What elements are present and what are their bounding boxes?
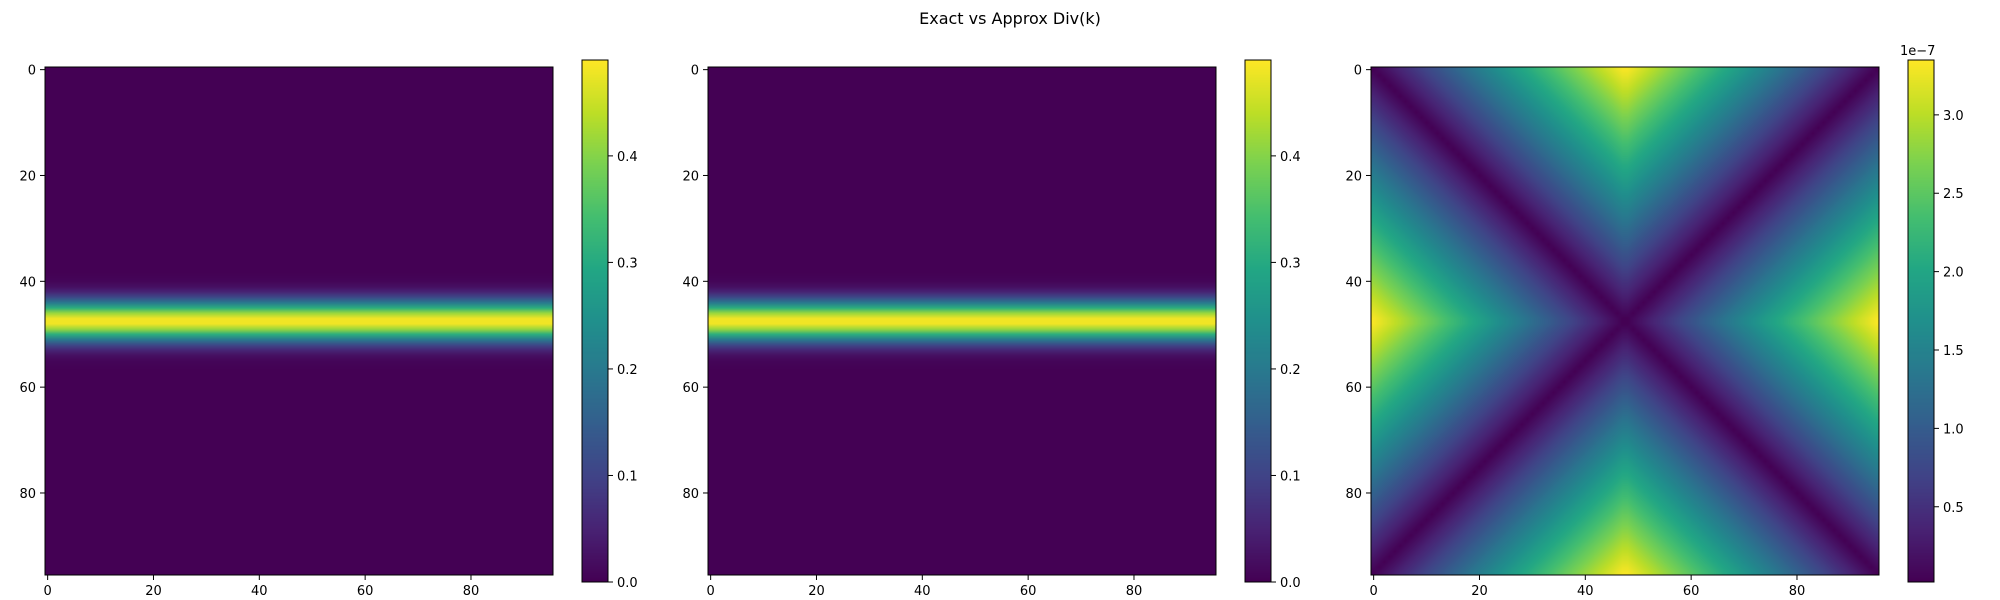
y-tick-label: 80	[682, 487, 699, 502]
axes-frame	[44, 66, 554, 576]
heatmap-image	[45, 67, 553, 575]
x-tick-label: 0	[707, 584, 715, 599]
x-tick-label: 20	[145, 584, 162, 599]
heatmap-panel-approx: 0 20 40 60 80 0 20 40 60 80 0.0 0.1 0.2 0.3 0.4	[682, 59, 1301, 599]
colorbar-offset-label: 1e−7	[1900, 44, 1935, 59]
x-tick-label: 40	[1577, 584, 1594, 599]
x-tick-label: 40	[251, 584, 268, 599]
x-tick-label: 80	[1126, 584, 1143, 599]
heatmap-panel-difference: 0 20 40 60 80 0 20 40 60 80 0.5 1.0 1.5 2.0 2.5 3.0 1e−7	[1345, 44, 1963, 599]
x-tick-label: 80	[463, 584, 480, 599]
y-tick-label: 20	[19, 169, 36, 184]
colorbar-tick-label: 1.0	[1943, 422, 1964, 437]
y-tick-label: 20	[1345, 169, 1362, 184]
colorbar-tick-label: 0.2	[1280, 363, 1301, 378]
colorbar-tick-label: 2.5	[1943, 187, 1964, 202]
x-tick-label: 80	[1789, 584, 1806, 599]
y-tick-label: 80	[1345, 487, 1362, 502]
x-tick-label: 0	[1370, 584, 1378, 599]
colorbar-tick-label: 2.0	[1943, 266, 1964, 281]
figure-title: Exact vs Approx Div(k)	[919, 9, 1101, 28]
x-tick-label: 0	[44, 584, 52, 599]
colorbar-tick-label: 0.1	[617, 469, 638, 484]
colorbar-tick-label: 0.3	[1280, 256, 1301, 271]
heatmap-image	[1371, 67, 1879, 575]
panels: 0 20 40 60 80 0 20 40 60 80 0.0 0.1 0.2 0.3 0.4 0 20 40 60…	[19, 44, 1963, 599]
y-tick-label: 0	[691, 64, 699, 79]
axes-frame	[707, 66, 1217, 576]
colorbar-gradient	[1245, 60, 1271, 582]
x-tick-label: 60	[357, 584, 374, 599]
x-tick-label: 60	[1020, 584, 1037, 599]
y-tick-label: 0	[28, 64, 36, 79]
colorbar-frame	[1244, 59, 1272, 583]
y-tick-label: 40	[682, 275, 699, 290]
heatmap-image	[708, 67, 1216, 575]
x-tick-label: 20	[1471, 584, 1488, 599]
y-tick-label: 40	[1345, 275, 1362, 290]
heatmap-panel-exact: 0 20 40 60 80 0 20 40 60 80 0.0 0.1 0.2 0.3 0.4	[19, 59, 638, 599]
colorbar-frame	[1907, 59, 1935, 583]
colorbar: 0.0 0.1 0.2 0.3 0.4	[1244, 59, 1301, 591]
y-tick-label: 60	[19, 381, 36, 396]
y-tick-label: 20	[682, 169, 699, 184]
y-tick-label: 80	[19, 487, 36, 502]
colorbar-gradient	[582, 60, 608, 582]
colorbar-tick-label: 0.4	[1280, 150, 1301, 165]
x-tick-label: 20	[808, 584, 825, 599]
colorbar: 0.5 1.0 1.5 2.0 2.5 3.0 1e−7	[1900, 44, 1964, 583]
y-tick-label: 0	[1354, 64, 1362, 79]
colorbar-tick-label: 1.5	[1943, 344, 1964, 359]
colorbar-tick-label: 0.3	[617, 256, 638, 271]
colorbar-tick-label: 0.2	[617, 363, 638, 378]
colorbar-tick-label: 0.4	[617, 150, 638, 165]
y-tick-label: 40	[19, 275, 36, 290]
y-tick-label: 60	[682, 381, 699, 396]
colorbar: 0.0 0.1 0.2 0.3 0.4	[581, 59, 638, 591]
colorbar-tick-label: 0.0	[617, 576, 638, 591]
colorbar-gradient	[1908, 60, 1934, 582]
x-tick-label: 40	[914, 584, 931, 599]
axes-frame	[1370, 66, 1880, 576]
colorbar-tick-label: 0.0	[1280, 576, 1301, 591]
colorbar-tick-label: 0.1	[1280, 469, 1301, 484]
colorbar-frame	[581, 59, 609, 583]
x-tick-label: 60	[1683, 584, 1700, 599]
colorbar-tick-label: 3.0	[1943, 109, 1964, 124]
y-tick-label: 60	[1345, 381, 1362, 396]
colorbar-tick-label: 0.5	[1943, 501, 1964, 516]
